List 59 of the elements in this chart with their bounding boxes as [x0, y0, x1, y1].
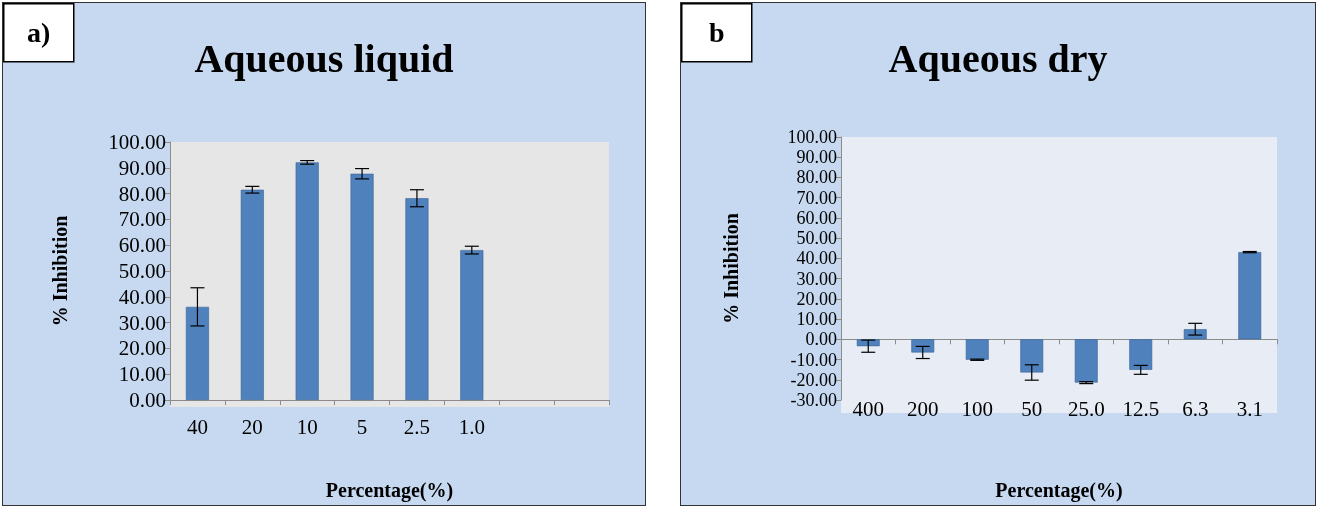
y-tick-label: -20.00 [790, 369, 837, 390]
y-tick-label: 30.00 [118, 310, 166, 335]
y-tick-label: 40.00 [118, 284, 166, 309]
y-tick-label: -10.00 [790, 349, 837, 370]
x-tick-label: 20 [241, 414, 263, 439]
x-tick-label: 40 [186, 414, 208, 439]
x-tick-label: 12.5 [1122, 396, 1160, 421]
bar [1020, 339, 1044, 373]
bar [1074, 339, 1098, 383]
y-tick-label: 90.00 [796, 147, 837, 168]
bar [1238, 252, 1262, 340]
bar [295, 162, 319, 400]
x-tick-label: 50 [1021, 396, 1043, 421]
x-axis-title: Percentage(%) [325, 479, 454, 502]
x-tick-label: 3.1 [1236, 396, 1263, 421]
y-tick-label: 80.00 [796, 167, 837, 188]
text: a) [27, 17, 51, 49]
y-tick-label: 10.00 [796, 309, 837, 330]
y-tick-label: 60.00 [118, 233, 166, 258]
y-tick-label: 50.00 [118, 259, 166, 283]
y-axis-title: % Inhibition [49, 215, 71, 327]
y-tick-label: 70.00 [796, 187, 837, 208]
y-tick-label: 0.00 [129, 388, 166, 412]
text: b [708, 17, 725, 49]
y-tick-label: 50.00 [796, 228, 837, 249]
bar [240, 189, 264, 400]
x-axis-title: Percentage(%) [995, 479, 1123, 502]
y-tick-label: 100.00 [787, 127, 837, 147]
x-tick-label: 2.5 [403, 414, 431, 439]
bar [405, 198, 429, 400]
x-tick-label: 25.0 [1067, 396, 1105, 421]
y-tick-label: 90.00 [118, 155, 166, 180]
chart-title: Aqueous dry [888, 35, 1108, 81]
bar [1129, 339, 1153, 370]
bar [185, 306, 209, 400]
x-tick-label: 1.0 [458, 414, 485, 439]
y-tick-label: 70.00 [118, 207, 166, 232]
x-tick-label: 5 [356, 414, 368, 439]
x-tick-label: 400 [852, 396, 884, 421]
y-tick-label: 40.00 [796, 248, 837, 269]
x-tick-label: 6.3 [1182, 396, 1209, 421]
bar [965, 339, 989, 360]
y-axis-title: % Inhibition [720, 213, 742, 324]
bar [350, 173, 374, 400]
x-tick-label: 200 [907, 396, 939, 421]
y-tick-label: 20.00 [796, 288, 837, 309]
x-tick-label: 100 [961, 396, 993, 421]
y-tick-label: -30.00 [790, 390, 837, 410]
bar [460, 250, 484, 400]
x-tick-label: 10 [296, 414, 318, 439]
bar [911, 339, 935, 353]
y-tick-label: 80.00 [118, 181, 166, 206]
y-tick-label: 100.00 [108, 130, 166, 154]
chart-title: Aqueous liquid [194, 35, 454, 81]
y-tick-label: 10.00 [118, 362, 166, 387]
y-tick-label: 0.00 [805, 329, 837, 350]
y-tick-label: 30.00 [796, 268, 837, 289]
y-tick-label: 60.00 [796, 207, 837, 228]
y-tick-label: 20.00 [118, 336, 166, 361]
